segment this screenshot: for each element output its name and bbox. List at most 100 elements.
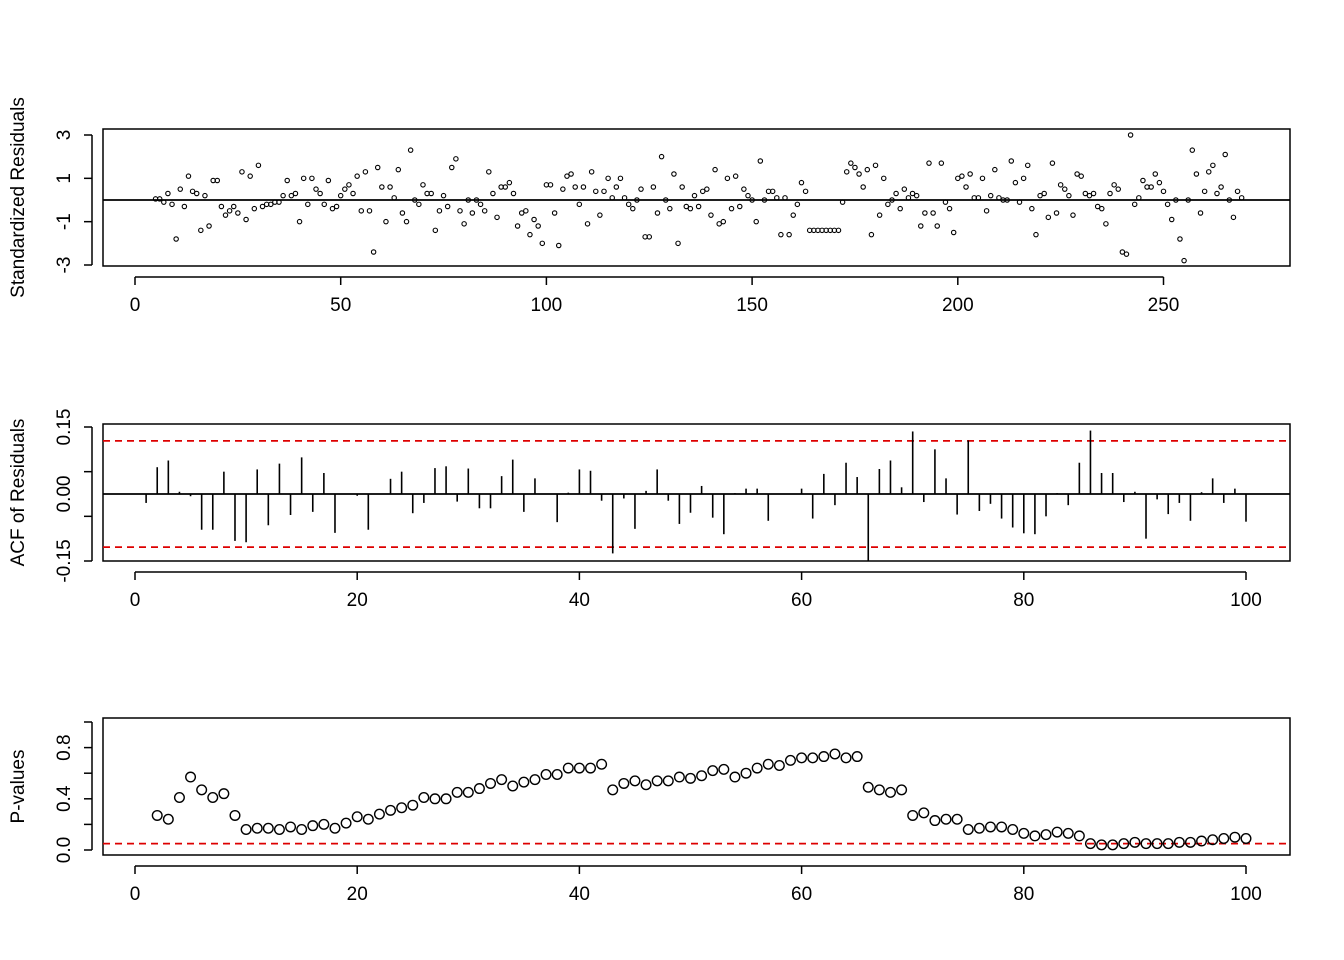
residual-point (1160, 188, 1167, 195)
residual-point (502, 184, 509, 190)
p-value-point (907, 809, 919, 821)
residual-point (469, 210, 476, 216)
residual-point (235, 210, 241, 216)
residual-point (1168, 216, 1175, 223)
p-value-point (1029, 830, 1041, 842)
residual-point (185, 173, 192, 179)
residual-point (901, 186, 908, 192)
residual-point (317, 190, 323, 197)
p-value-point (718, 763, 730, 775)
y-axis-title: ACF of Residuals (8, 419, 29, 567)
p-value-point (1129, 836, 1141, 848)
residual-point (1066, 192, 1072, 199)
p-value-point (551, 768, 563, 780)
p-value-point (251, 822, 263, 834)
residual-point (1238, 195, 1245, 201)
p-values-panel: 0 20 40 60 80 100 0.0 0.4 0.8 P-values (8, 717, 1291, 905)
p-value-point (496, 774, 508, 786)
residual-point (1107, 190, 1113, 197)
residual-point (1090, 190, 1097, 197)
residual-point (868, 231, 875, 238)
residual-point (905, 195, 912, 201)
residual-point (769, 188, 776, 195)
p-value-point (884, 786, 896, 798)
residual-point (387, 184, 393, 190)
residual-point (226, 208, 233, 214)
residual-point (1119, 249, 1126, 255)
p-value-point (740, 767, 752, 779)
p-value-point (440, 793, 452, 805)
residual-point (671, 171, 677, 177)
residual-point (457, 208, 463, 214)
p-value-point (473, 783, 485, 795)
residual-point (346, 182, 352, 188)
residual-point (165, 190, 171, 197)
residual-point (1185, 197, 1191, 203)
residual-point (1012, 179, 1019, 186)
residual-point (605, 175, 611, 182)
residual-point (732, 173, 739, 179)
residual-point (597, 212, 603, 218)
residual-point (206, 223, 212, 229)
residual-point (247, 173, 253, 179)
p-value-point (285, 821, 297, 833)
p-value-point (485, 777, 497, 789)
residual-point (802, 188, 809, 195)
residual-point (885, 201, 891, 208)
residual-point (1086, 192, 1093, 199)
p-value-point (984, 821, 996, 833)
x-tick-label: 100 (531, 295, 563, 316)
residual-point (1033, 231, 1039, 238)
residual-point (778, 231, 784, 238)
residual-point (535, 223, 541, 229)
residual-point (383, 218, 389, 225)
p-value-point (262, 822, 274, 834)
p-value-point (151, 809, 163, 821)
residual-point (506, 179, 513, 186)
residual-point (156, 196, 163, 202)
p-value-point (618, 777, 630, 789)
residual-point (1156, 179, 1163, 186)
x-tick-label: 250 (1148, 295, 1180, 316)
residual-point (440, 192, 447, 199)
residual-point (959, 173, 965, 179)
residual-point (716, 221, 722, 227)
residual-point (782, 195, 788, 201)
residual-point (391, 195, 397, 201)
residual-point (539, 240, 546, 247)
residual-point (1152, 171, 1159, 177)
residual-point (613, 184, 620, 190)
residual-point (370, 249, 377, 255)
residual-point (555, 242, 562, 249)
p-value-point (862, 781, 874, 793)
p-value-point (629, 775, 641, 787)
residual-point (609, 195, 615, 201)
residual-point (527, 231, 533, 238)
p-value-point (385, 804, 397, 816)
residual-point (1148, 184, 1154, 190)
residual-point (366, 208, 373, 214)
residual-point (399, 210, 406, 216)
residual-point (486, 169, 492, 175)
residual-point (1210, 162, 1216, 169)
residual-point (202, 192, 208, 199)
residual-point (473, 197, 480, 203)
residual-point (942, 199, 949, 205)
p-value-point (173, 792, 185, 804)
residual-point (601, 188, 607, 195)
residual-point (1214, 190, 1220, 197)
residual-point (395, 166, 402, 173)
p-value-point (573, 762, 585, 774)
residual-point (1099, 205, 1105, 212)
p-value-point (240, 824, 252, 836)
residual-point (880, 175, 887, 182)
residual-point (333, 203, 340, 210)
p-value-point (896, 784, 908, 796)
standardized-residuals-panel: 0 50 100 150 200 250 -3 -1 1 3 Standardized Residu… (8, 97, 1291, 316)
residual-point (510, 190, 517, 197)
residual-point (428, 190, 434, 197)
p-value-point (1173, 836, 1185, 848)
residual-point (181, 203, 188, 210)
residual-point (761, 197, 768, 203)
p-value-point (507, 780, 519, 792)
